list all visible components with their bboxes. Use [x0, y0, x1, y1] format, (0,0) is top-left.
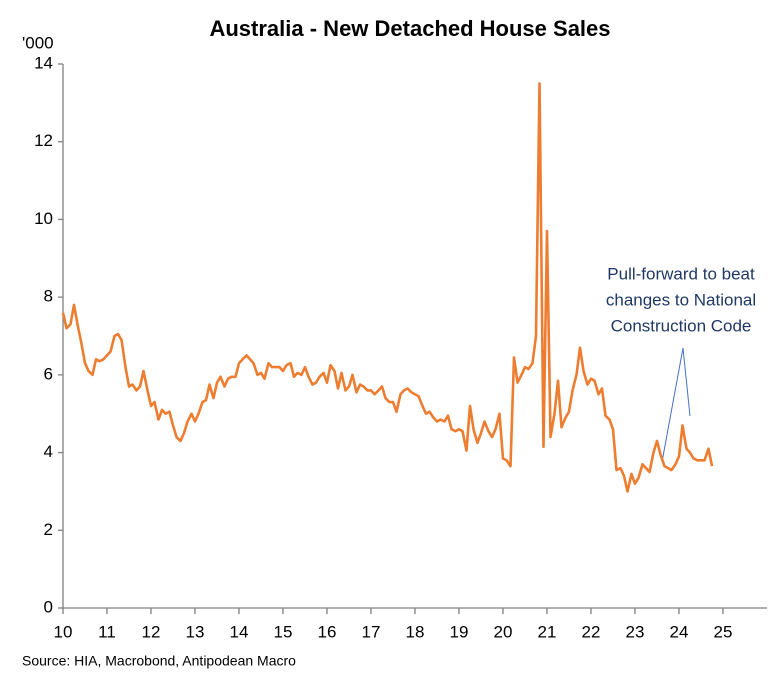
x-tick-label: 15: [274, 622, 293, 641]
y-tick-label: 8: [44, 287, 53, 306]
x-tick-label: 19: [450, 622, 469, 641]
annotation-line: Construction Code: [611, 316, 752, 335]
x-tick-label: 11: [98, 622, 116, 641]
x-tick-label: 25: [714, 622, 733, 641]
y-tick-label: 0: [44, 597, 53, 616]
x-tick-label: 20: [494, 622, 513, 641]
x-tick-label: 17: [362, 622, 381, 641]
annotation-line: Pull-forward to beat: [607, 264, 755, 283]
y-tick-label: 6: [44, 364, 53, 383]
x-tick-label: 21: [538, 622, 557, 641]
annotation-pointer: [661, 347, 684, 463]
source-note: Source: HIA, Macrobond, Antipodean Macro: [22, 653, 296, 669]
x-tick-label: 23: [626, 622, 645, 641]
chart-title: Australia - New Detached House Sales: [209, 16, 610, 41]
y-axis-unit: '000: [22, 33, 54, 52]
x-tick-label: 22: [582, 622, 601, 641]
y-tick-label: 4: [44, 442, 53, 461]
y-tick-label: 14: [34, 53, 53, 72]
data-line: [61, 82, 714, 493]
annotation-line: changes to National: [606, 290, 756, 309]
x-tick-label: 10: [54, 622, 73, 641]
y-tick-label: 2: [44, 520, 53, 539]
y-tick-label: 10: [34, 209, 53, 228]
x-tick-label: 14: [230, 622, 249, 641]
y-tick-label: 12: [34, 131, 53, 150]
x-tick-label: 13: [186, 622, 205, 641]
annotation-pointer: [682, 347, 691, 417]
x-tick-label: 24: [670, 622, 689, 641]
x-tick-label: 12: [142, 622, 161, 641]
x-tick-label: 18: [406, 622, 425, 641]
x-tick-label: 16: [318, 622, 337, 641]
